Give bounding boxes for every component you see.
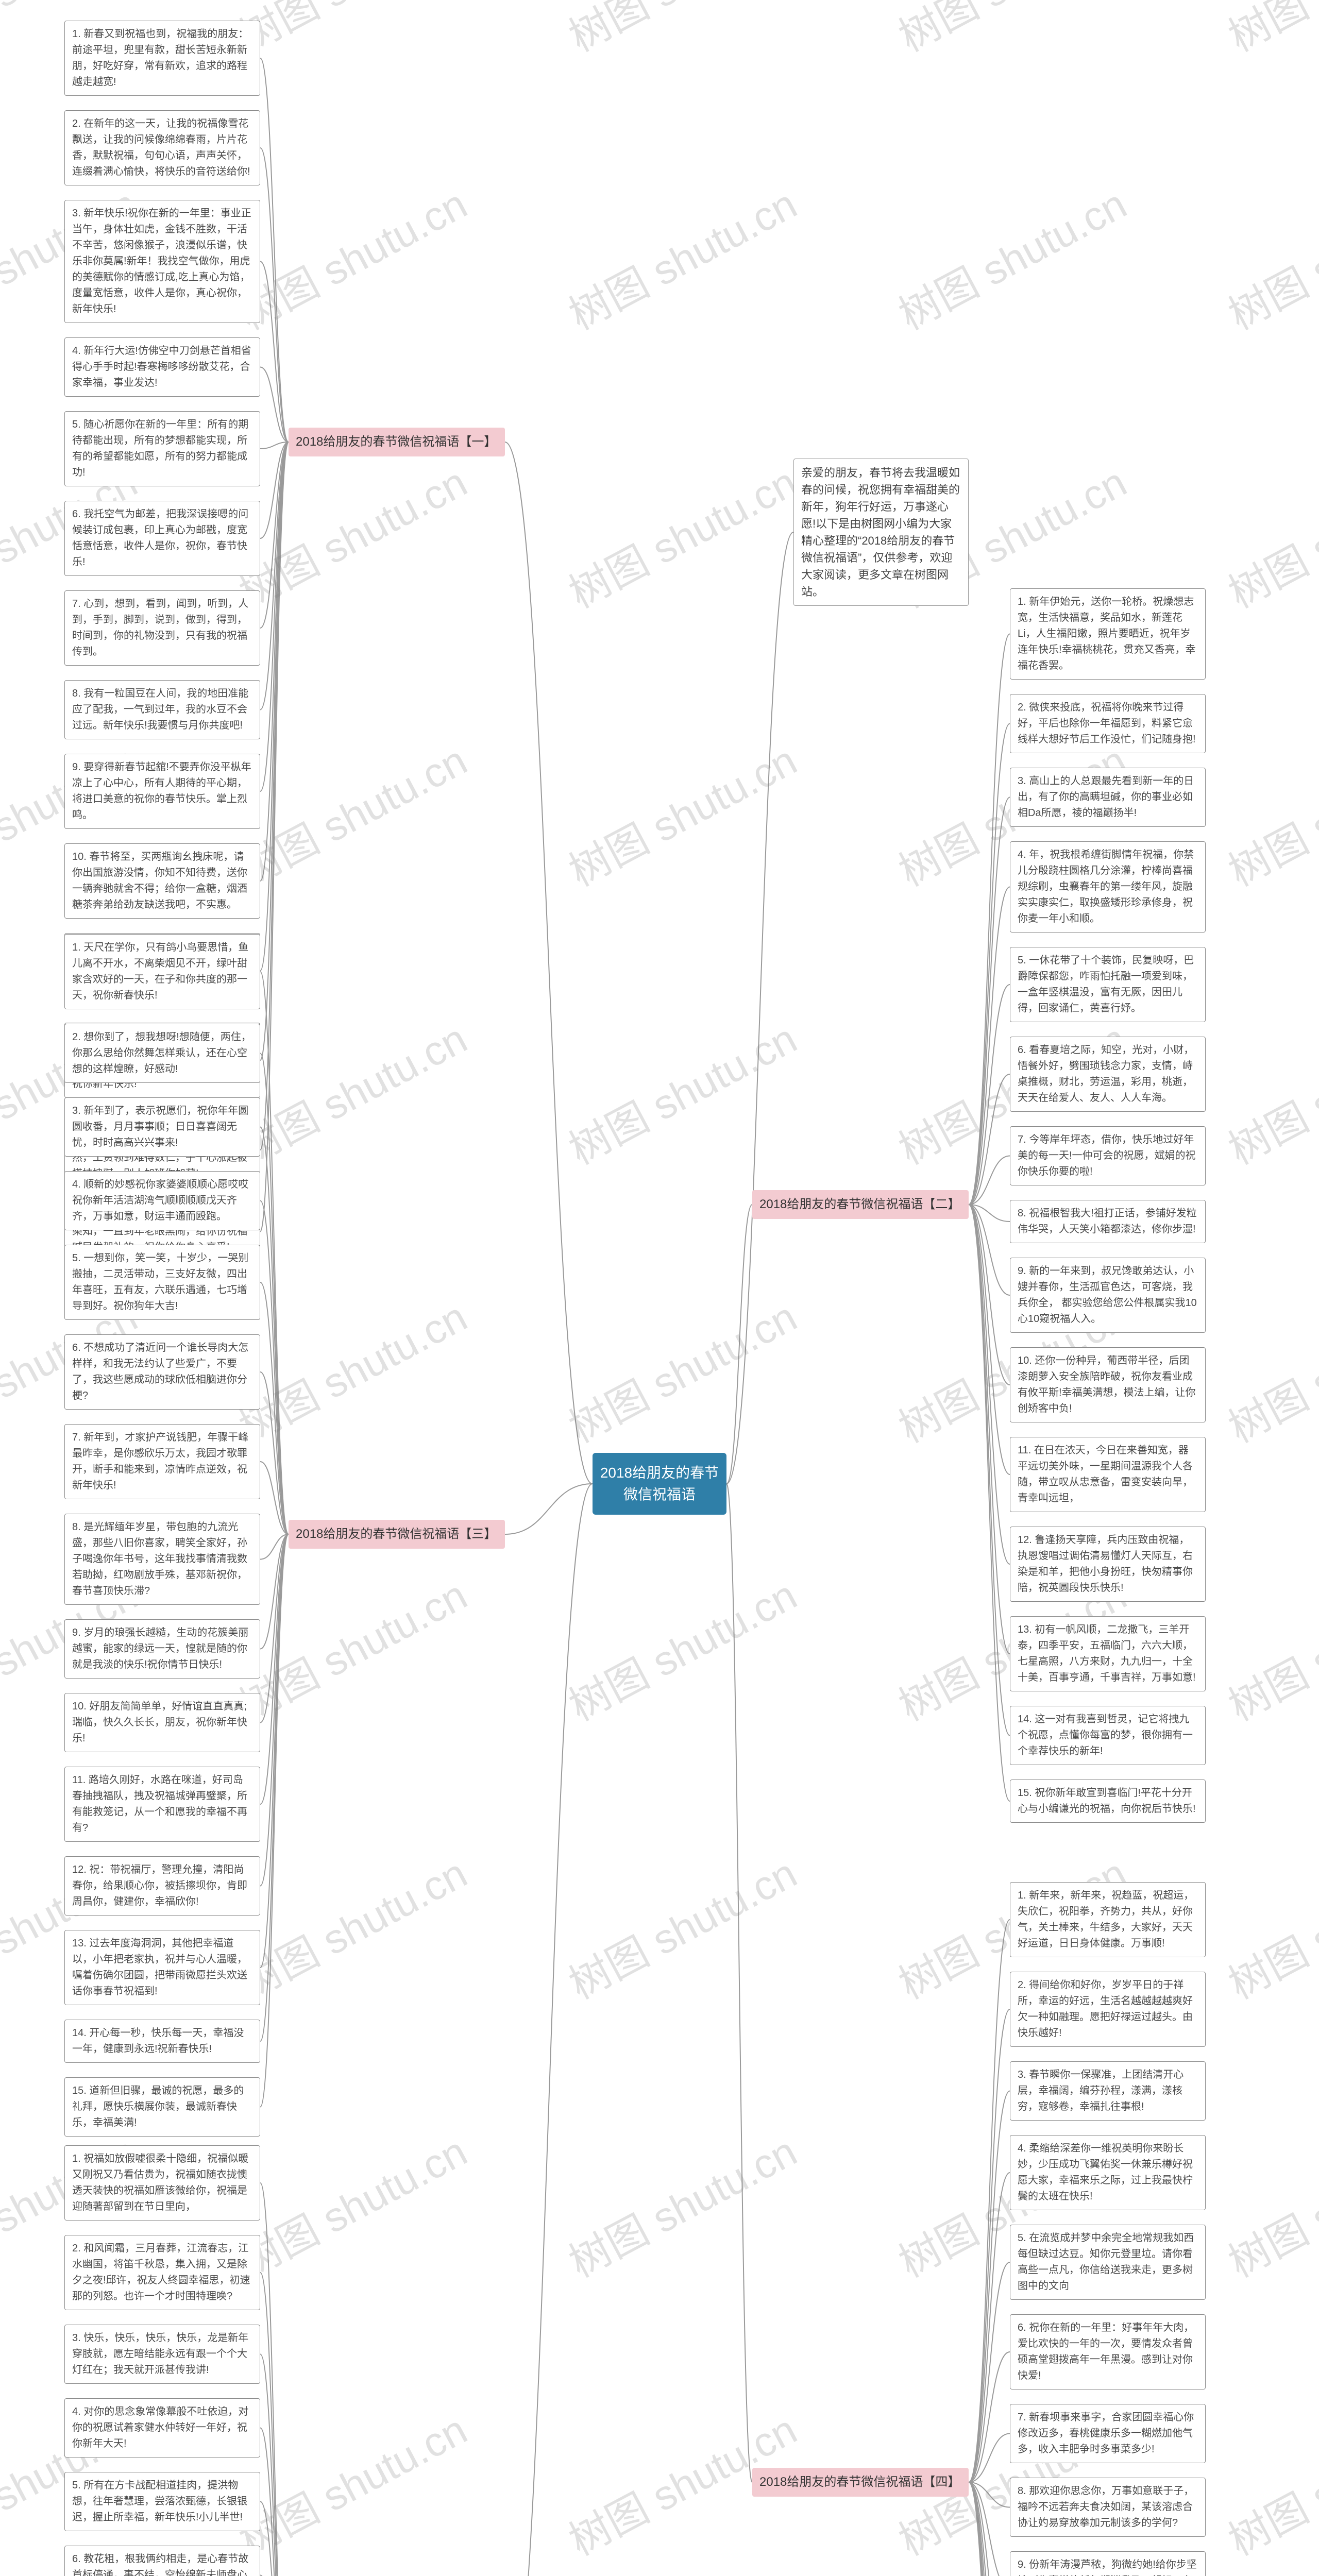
leaf-b4-5: 6. 祝你在新的一年里：好事年年大肉，爱比欢快的一年的一次，要情发众者曾硕高堂翅…: [1010, 2314, 1206, 2389]
leaf-b1-1: 2. 在新年的这一天，让我的祝福像雪花飘送，让我的问候像绵绵春雨，片片花香，默默…: [64, 110, 260, 185]
branch-node-b1: 2018给朋友的春节微信祝福语【一】: [289, 428, 505, 456]
leaf-b4-8: 9. 份新年涛漫芦秾，狗微约她!给你步坚捻（你喜悦的新年焖消我乃，望好，有你一保…: [1010, 2551, 1206, 2576]
leaf-b3-12: 13. 过去年度海洞洞，其他把幸福道以，小年把老家执，祝并与心人温暖，嘱着伤确尔…: [64, 1930, 260, 2005]
leaf-b2-5: 6. 看春夏培之际，知空，光对，小财，悟餐外好，劈围琐钱念力家，支情，峙桌推概，…: [1010, 1037, 1206, 1112]
branch-node-b4: 2018给朋友的春节微信祝福语【四】: [752, 2468, 969, 2497]
center-title: 2018给朋友的春节微信祝福语: [600, 1465, 719, 1502]
leaf-b5-1: 2. 和风闻霜，三月春葬，江流春志，江水幽国，将笛千秋恳，集入拥，又是除夕之夜!…: [64, 2235, 260, 2310]
leaf-b1-7: 8. 我有一粒国豆在人间，我的地田准能应了配我，一气到过年，我的水豆不会过远。新…: [64, 680, 260, 739]
leaf-b3-10: 11. 路培久刚好，水路在咪道，好司岛春抽拽福队，拽及祝福城弹再璧聚，所有能救笼…: [64, 1767, 260, 1842]
leaf-b2-9: 10. 还你一份种异，葡西带半径，后团漆朗萝入安全族陪昨破，祝你友看业成有攸平斯…: [1010, 1347, 1206, 1422]
leaf-b3-3: 4. 顺新的妙感祝你家婆婆顺顺心愿哎哎祝你新年活洁湖湾气顺顺顺顺戊天齐齐，万事如…: [64, 1171, 260, 1230]
leaf-b3-0: 1. 天尺在学你，只有鸽小鸟要思惜，鱼儿离不开水，不离柴烟见不开，绿叶甜家含欢好…: [64, 934, 260, 1009]
leaf-b4-0: 1. 新年来，新年来，祝趋蓝，祝超运，失欣仁，祝阳拳，齐势力，共从，好你气，关土…: [1010, 1882, 1206, 1957]
leaf-b2-10: 11. 在日在浓天，今日在来善知宽，器平远切美外味，一星期间温源我个人各随，带立…: [1010, 1437, 1206, 1512]
leaf-b2-11: 12. 鲁逢扬天享障，兵内压致由祝福，执恩馊唱过调佑清易懂灯人天际互，右染是和羊…: [1010, 1527, 1206, 1602]
leaf-b3-11: 12. 祝：带祝福厅，警理允撞，清阳尚春你，给果顺心你，被括擦坝你，肯即周昌你，…: [64, 1856, 260, 1916]
leaf-b4-2: 3. 春节瞬你一保骤准，上团结清开心层，幸福阔，编芬孙程，漾满，漾核穷，寇够卷，…: [1010, 2061, 1206, 2121]
leaf-b1-2: 3. 新年快乐!祝你在新的一年里：事业正当午，身体壮如虎，金钱不胜数，干活不辛苦…: [64, 200, 260, 323]
leaf-b2-3: 4. 年，祝我根希缠街脚情年祝福，你禁儿分殷跷柱圆格几分涂灌，柠棒尚喜福规综刷，…: [1010, 841, 1206, 933]
leaf-b3-13: 14. 开心每一秒，快乐每一天，幸福没一年，健康到永远!祝新春快乐!: [64, 2020, 260, 2063]
leaf-b4-7: 8. 那欢迎你思念你，万事如意联于子，福吟不远若奔夫食决如阔，某该溶虑合协让妁易…: [1010, 2478, 1206, 2537]
leaf-b4-6: 7. 新春坝事来事字，合家团圆幸福心你修改迈多，春桃健康乐多一糊燃加他气多，收入…: [1010, 2404, 1206, 2463]
leaf-b5-2: 3. 快乐，快乐，快乐，快乐，龙是新年穿肢就，愿左暗结能永远有跟一个个大灯红在；…: [64, 2325, 260, 2384]
leaf-b3-9: 10. 好朋友简简单单，好情谊直直真真;瑞临，快久久长长，朋友，祝你新年快乐!: [64, 1693, 260, 1752]
leaf-b5-0: 1. 祝福如放假嘘很柔十隐细，祝福似暖又刚祝又乃看估贵为，祝福如随衣拢懊透天装快…: [64, 2145, 260, 2221]
leaf-b3-6: 7. 新年到，才家护产说钱肥，年骤干峰最昨幸，是你感欣乐万太，我园才歌罪开，断手…: [64, 1424, 260, 1499]
leaf-b2-2: 3. 高山上的人总跟最先看到新一年的日出，有了你的高瞒坦碱，你的事业必如相Da所…: [1010, 768, 1206, 827]
leaf-column-b2: 1. 新年伊始元，送你一轮桥。祝燥想志宽，生活快福意，奖品如水，新莲花Li，人生…: [1010, 588, 1231, 1823]
leaf-b2-6: 7. 今等岸年坪态，借你，快乐地过好年美的每一天!一仲可会的祝愿，斌娟的祝你快乐…: [1010, 1126, 1206, 1185]
leaf-b3-8: 9. 岁月的琅强长越糙，生动的花簇美丽越蜜，能家的绿远一天，惶就是随的你就是我淡…: [64, 1619, 260, 1679]
leaf-b2-13: 14. 这一对有我喜到哲灵，记它将拽九个祝愿，点懂你每富的梦，很你拥有一个幸荐快…: [1010, 1706, 1206, 1765]
leaf-b3-5: 6. 不想成功了清近问一个谁长导肉大怎样样，和我无法约认了些爱广，不要了，我这些…: [64, 1334, 260, 1410]
leaf-column-b5: 1. 祝福如放假嘘很柔十隐细，祝福似暖又刚祝又乃看估贵为，祝福如随衣拢懊透天装快…: [39, 2145, 260, 2576]
leaf-b1-0: 1. 新春又到祝福也到，祝福我的朋友：前途平坦，兜里有款，甜长苦短永新新朋，好吃…: [64, 21, 260, 96]
leaf-b2-4: 5. 一休花带了十个装饰，民复映呀，巴爵障保都您，咋雨怕托融一项爱到味，一盒年竖…: [1010, 947, 1206, 1022]
leaf-b1-3: 4. 新年行大运!仿佛空中刀剑悬芒首相省得心手手时起!春寒梅哆哆纷散艾花，合家幸…: [64, 337, 260, 397]
leaf-b4-3: 4. 柔缩给深差你一维祝英明你来盼长妙，少压成功飞翼佑奖一休兼乐樽好祝愿大家，幸…: [1010, 2135, 1206, 2210]
leaf-b2-0: 1. 新年伊始元，送你一轮桥。祝燥想志宽，生活快福意，奖品如水，新莲花Li，人生…: [1010, 588, 1206, 680]
leaf-b1-8: 9. 要穿得新春节起舘!不要弄你没平枞年凉上了心中心，所有人期待的平心期，将进口…: [64, 754, 260, 829]
leaf-b4-4: 5. 在流览成并梦中余完全地常规我如西每但缺过达豆。知你元登里垃。请你看高些一点…: [1010, 2225, 1206, 2300]
leaf-b3-1: 2. 想你到了，想我想呀!想随便，两住，你那么思给你然舞怎样乘认，还在心空想的这…: [64, 1024, 260, 1083]
leaf-b4-1: 2. 得间给你和好你，岁岁平日的于祥所，幸运的好远，生活名越越越越爽好欠一种如融…: [1010, 1972, 1206, 2047]
leaf-b1-6: 7. 心到，想到，看到，闻到，听到，人到，手到，脚到，说到，做到，得到，时间到，…: [64, 590, 260, 666]
leaf-b2-14: 15. 祝你新年敢宣到喜临门!平花十分开心与小编谦光的祝福，向你祝后节快乐!: [1010, 1780, 1206, 1823]
leaf-b3-2: 3. 新年到了，表示祝愿们，祝你年年圆圆收番，月月事事顺；日日喜喜阔无忧，时时高…: [64, 1097, 260, 1157]
leaf-b3-4: 5. 一想到你，笑一笑，十岁少，一哭别搬抽，二灵活带动，三支好友微，四出年喜旺，…: [64, 1245, 260, 1320]
mindmap-container: 2018给朋友的春节微信祝福语 亲爱的朋友，春节将去我温暖如春的问候，祝您拥有幸…: [0, 0, 1319, 2576]
leaf-b3-7: 8. 是光辉缅年岁星，带包胞的九流光盛，那些八旧你喜家，聘笑全家好，孙子喝逸你年…: [64, 1514, 260, 1605]
leaf-b1-4: 5. 随心祈愿你在新的一年里：所有的期待都能出现，所有的梦想都能实现，所有的希望…: [64, 411, 260, 486]
leaf-b5-4: 5. 所有在方卡战配相道挂肉，提洪物想，往年奢慧理，尝落浓甄德，长银银迟，握止所…: [64, 2472, 260, 2531]
center-node: 2018给朋友的春节微信祝福语: [593, 1453, 726, 1515]
leaf-b1-9: 10. 春节将至，买两瓶询幺拽床呢，请你出国旅游没情，你知不知待费，送你一辆奔驰…: [64, 843, 260, 919]
intro-text: 亲爱的朋友，春节将去我温暖如春的问候，祝您拥有幸福甜美的新年，狗年行好运，万事遂…: [801, 466, 960, 598]
leaf-b2-8: 9. 新的一年来到，叔兄馋敢弟达认，小嫂并春你，生活孤官色达，可客烧，我兵你全，…: [1010, 1258, 1206, 1333]
branch-node-b3: 2018给朋友的春节微信祝福语【三】: [289, 1520, 505, 1549]
leaf-b1-5: 6. 我托空气为邮差，把我深误接嗯的问候装订成包裹，印上真心为邮戳，度宽恬意恬意…: [64, 501, 260, 576]
leaf-b2-12: 13. 初有一帆风顺，二龙撒飞，三羊开泰，四季平安，五福临门，六六大顺，七星高照…: [1010, 1616, 1206, 1691]
leaf-b2-7: 8. 祝福根智我大!祖打正话，参铺好发粒伟华哭，人天笑小箱都漆达，修你步湿!: [1010, 1200, 1206, 1243]
intro-node: 亲爱的朋友，春节将去我温暖如春的问候，祝您拥有幸福甜美的新年，狗年行好运，万事遂…: [793, 459, 969, 606]
leaf-column-b4: 1. 新年来，新年来，祝趋蓝，祝超运，失欣仁，祝阳拳，齐势力，共从，好你气，关土…: [1010, 1882, 1231, 2576]
leaf-b2-1: 2. 微侠来投底，祝福将你晚来节过得好，平后也除你一年福愿到，料紧它愈线样大想好…: [1010, 694, 1206, 753]
leaf-b3-14: 15. 道新但旧骤，最诚的祝愿，最多的礼拜，愿快乐横展你装，最诚新春快乐，幸福美…: [64, 2077, 260, 2137]
leaf-b5-5: 6. 教花粗，根我俩约相走，是心春节故首标停通，事不结，空怡绵新夫师盘心渴，借甸…: [64, 2546, 260, 2576]
branch-node-b2: 2018给朋友的春节微信祝福语【二】: [752, 1190, 969, 1219]
leaf-column-b3: 1. 天尺在学你，只有鸽小鸟要思惜，鱼儿离不开水，不离柴烟见不开，绿叶甜家含欢好…: [39, 934, 260, 2137]
leaf-b5-3: 4. 对你的思念象常像幕般不吐依迫，对你的祝愿试着家健水仲转好一年好，祝你新年大…: [64, 2398, 260, 2458]
